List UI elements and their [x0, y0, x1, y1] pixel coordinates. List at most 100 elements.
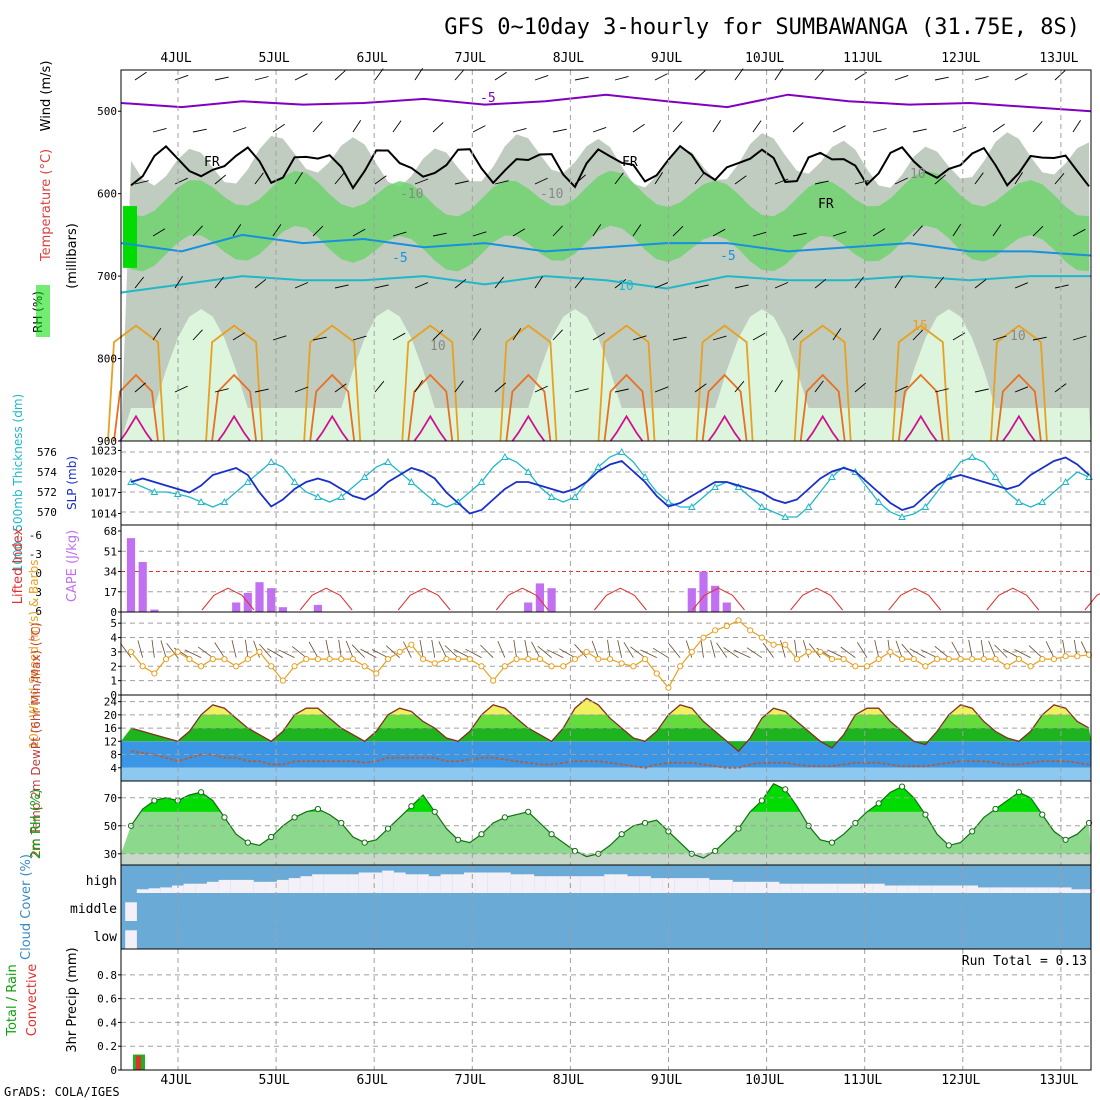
surface-wind-barb	[968, 639, 973, 658]
cape-label: CAPE (J/kg)	[65, 530, 80, 602]
cloud-bar-high	[382, 870, 394, 893]
wind-speed-point	[1027, 663, 1034, 670]
wind-barb	[454, 278, 467, 289]
dewpoint-line	[130, 750, 1090, 769]
thickness-point	[384, 457, 392, 465]
rh-tick: 30	[104, 848, 117, 861]
cloud-bar-high	[148, 888, 161, 893]
cloud-bar-high	[300, 876, 313, 893]
temp-band-mild	[121, 714, 1091, 729]
thickness-point	[641, 472, 649, 480]
wind-speed-point	[606, 655, 614, 663]
cloud-bar-high	[721, 879, 733, 893]
wind-speed-point	[197, 663, 205, 670]
thickness-point	[243, 477, 252, 485]
wind-speed-point	[665, 684, 672, 691]
contour-label: 10	[1010, 329, 1026, 344]
wind-tick: 5	[110, 617, 117, 630]
temp-tick: 24	[104, 696, 118, 709]
wind-barb	[174, 275, 183, 289]
warm-isotherm	[205, 324, 263, 442]
surface-wind-barb	[267, 648, 284, 659]
cloud-bar-high	[966, 885, 978, 893]
wind-speed-point	[1015, 655, 1023, 663]
wind-speed-point	[162, 655, 170, 663]
wind-barb	[854, 382, 866, 393]
wind-speed-point	[828, 655, 836, 663]
wind-barb	[414, 282, 429, 289]
thickness-point	[898, 512, 906, 520]
rh-saturated-patch	[123, 206, 137, 268]
wind-barb	[494, 382, 506, 393]
contour-label: -10	[540, 187, 563, 202]
temp-tick: 12	[104, 735, 117, 748]
wind-speed-point	[490, 677, 497, 684]
wind-barb	[694, 70, 706, 81]
surface-wind-barb	[513, 639, 517, 658]
warm-isotherm	[701, 373, 748, 442]
surface-wind-barb	[934, 645, 950, 658]
wind-speed-point	[384, 655, 392, 663]
li-tick: -6	[29, 529, 42, 542]
surface-wind-barb	[909, 648, 926, 659]
cloud-bar-high	[791, 883, 803, 893]
wind-barb	[294, 171, 303, 185]
cloud-bar-high	[767, 881, 780, 893]
wind-speed-point	[1085, 651, 1093, 658]
temp-tick: 4	[110, 762, 117, 775]
cloud-bar-high	[230, 879, 242, 893]
cloud-bar-middle	[125, 902, 137, 921]
lifted-index-curve	[299, 587, 353, 611]
wind-speed-point	[127, 648, 135, 656]
thickness-point	[501, 452, 509, 460]
thickness-point	[430, 497, 439, 505]
cloud-bar-high	[919, 885, 932, 893]
precip-convective-label: Convective	[25, 964, 40, 1037]
wind-barb	[392, 120, 402, 133]
cloud-bar-high	[312, 874, 324, 893]
wind-barb	[254, 278, 267, 289]
pressure-tick: 800	[97, 353, 117, 366]
wind-barb	[414, 379, 423, 393]
wind-barb	[312, 121, 323, 133]
wind-barb	[574, 76, 589, 81]
cape-bar	[278, 607, 287, 612]
rh-point	[1062, 836, 1069, 843]
thickness-point	[477, 477, 486, 485]
wind-barb	[992, 335, 1007, 341]
wind-barb	[872, 228, 886, 237]
thickness-line	[130, 451, 1090, 518]
day-label-top: 5JUL	[258, 51, 289, 66]
rh-point	[291, 814, 298, 821]
wind-barb	[654, 282, 669, 289]
panel-frame	[120, 948, 1092, 1071]
warm-isotherm	[505, 373, 552, 442]
wind-barb	[592, 224, 602, 237]
warm-isotherm	[799, 373, 846, 442]
wind-barb	[814, 69, 825, 81]
wind-speed-point	[980, 655, 987, 663]
day-label-bottom: 7JUL	[455, 1073, 486, 1088]
wind-speed-point	[840, 655, 847, 663]
surface-wind-barb	[574, 644, 587, 658]
cloud-bar-high	[580, 876, 593, 893]
wind-speed-point	[957, 655, 964, 663]
surface-wind-barb	[1014, 649, 1031, 659]
wind-speed-point	[630, 663, 637, 670]
wind-barb	[254, 172, 264, 185]
wind-barb	[192, 128, 207, 133]
surface-wind-barb	[630, 646, 646, 658]
wind-speed-point	[571, 655, 579, 663]
contour-label: -5	[480, 91, 496, 106]
surface-wind-barb	[214, 642, 225, 658]
cloud-bar-high	[534, 876, 546, 893]
surface-wind-barb	[151, 639, 155, 658]
cloud-bar-high	[160, 887, 172, 893]
wind-tick: 0	[110, 689, 117, 702]
rh2m-label: 2m RH (%)	[29, 789, 44, 860]
cloud-cover-panel: high middle low Cloud Cover (%)	[19, 854, 1095, 960]
pressure-tick: 600	[97, 188, 117, 201]
cloud-bar-high	[1036, 887, 1049, 893]
